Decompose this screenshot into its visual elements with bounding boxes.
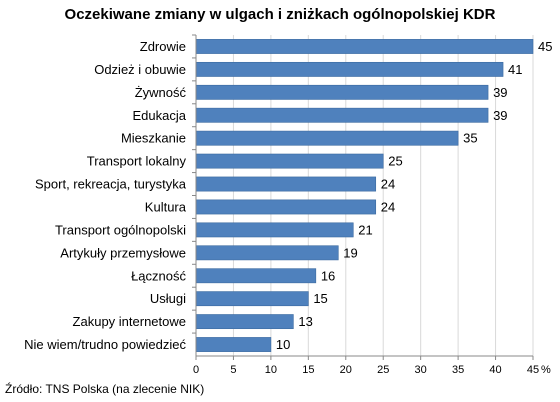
category-label: Transport ogólnopolski <box>55 222 186 237</box>
value-label: 21 <box>358 222 372 237</box>
value-label: 39 <box>493 85 507 100</box>
category-labels: Zdrowie Odzież i obuwie Żywność Edukacja Mie… <box>24 39 187 352</box>
category-label: Mieszkanie <box>121 131 186 146</box>
bars <box>195 39 534 352</box>
bar <box>195 130 459 146</box>
chart-title: Oczekiwane zmiany w ulgach i zniżkach og… <box>64 6 496 23</box>
category-label: Kultura <box>145 199 187 214</box>
category-label: Transport lokalny <box>87 154 187 169</box>
x-tick-label: 35 <box>452 364 464 376</box>
category-label: Nie wiem/trudno powiedzieć <box>24 337 186 352</box>
category-label: Edukacja <box>133 108 187 123</box>
bar <box>195 268 317 284</box>
category-label: Zakupy internetowe <box>73 314 186 329</box>
value-label: 45 <box>538 39 552 54</box>
value-label: 24 <box>381 199 395 214</box>
bar <box>195 153 384 169</box>
category-label: Sport, rekreacja, turystyka <box>35 177 187 192</box>
source-note: Źródło: TNS Polska (na zlecenie NIK) <box>5 382 205 396</box>
bar <box>195 337 272 352</box>
value-label: 13 <box>298 314 312 329</box>
x-tick-label: 45 <box>527 364 539 376</box>
x-unit-label: % <box>541 364 551 376</box>
bar <box>195 245 339 261</box>
bar <box>195 39 534 54</box>
category-label: Usługi <box>150 291 186 306</box>
bar <box>195 291 309 307</box>
bar <box>195 61 504 77</box>
value-label: 39 <box>493 108 507 123</box>
category-label: Żywność <box>135 85 187 100</box>
value-label: 19 <box>343 245 357 260</box>
x-tick-label: 10 <box>265 364 277 376</box>
value-label: 16 <box>321 268 335 283</box>
value-label: 41 <box>508 62 522 77</box>
value-label: 25 <box>388 154 402 169</box>
bar <box>195 314 294 330</box>
bar <box>195 84 489 100</box>
category-label: Zdrowie <box>140 39 186 54</box>
category-label: Łączność <box>131 268 186 283</box>
grid-lines <box>195 35 534 356</box>
value-label: 10 <box>276 337 290 352</box>
bar <box>195 176 377 192</box>
bar <box>195 107 489 123</box>
x-tick-label: 15 <box>302 364 314 376</box>
x-tick-label: 20 <box>340 364 352 376</box>
x-tick-label: 30 <box>415 364 427 376</box>
bar <box>195 222 354 238</box>
value-label: 24 <box>381 177 395 192</box>
x-axis: 0 5 10 15 20 25 30 35 40 45% <box>192 34 551 376</box>
category-label: Odzież i obuwie <box>94 62 186 77</box>
bar <box>195 199 377 215</box>
value-label: 15 <box>313 291 327 306</box>
x-tick-label: 5 <box>230 364 236 376</box>
x-tick-label: 40 <box>489 364 501 376</box>
value-label: 35 <box>463 131 477 146</box>
x-tick-label: 0 <box>193 364 199 376</box>
category-label: Artykuły przemysłowe <box>60 245 186 260</box>
x-tick-label: 25 <box>377 364 389 376</box>
